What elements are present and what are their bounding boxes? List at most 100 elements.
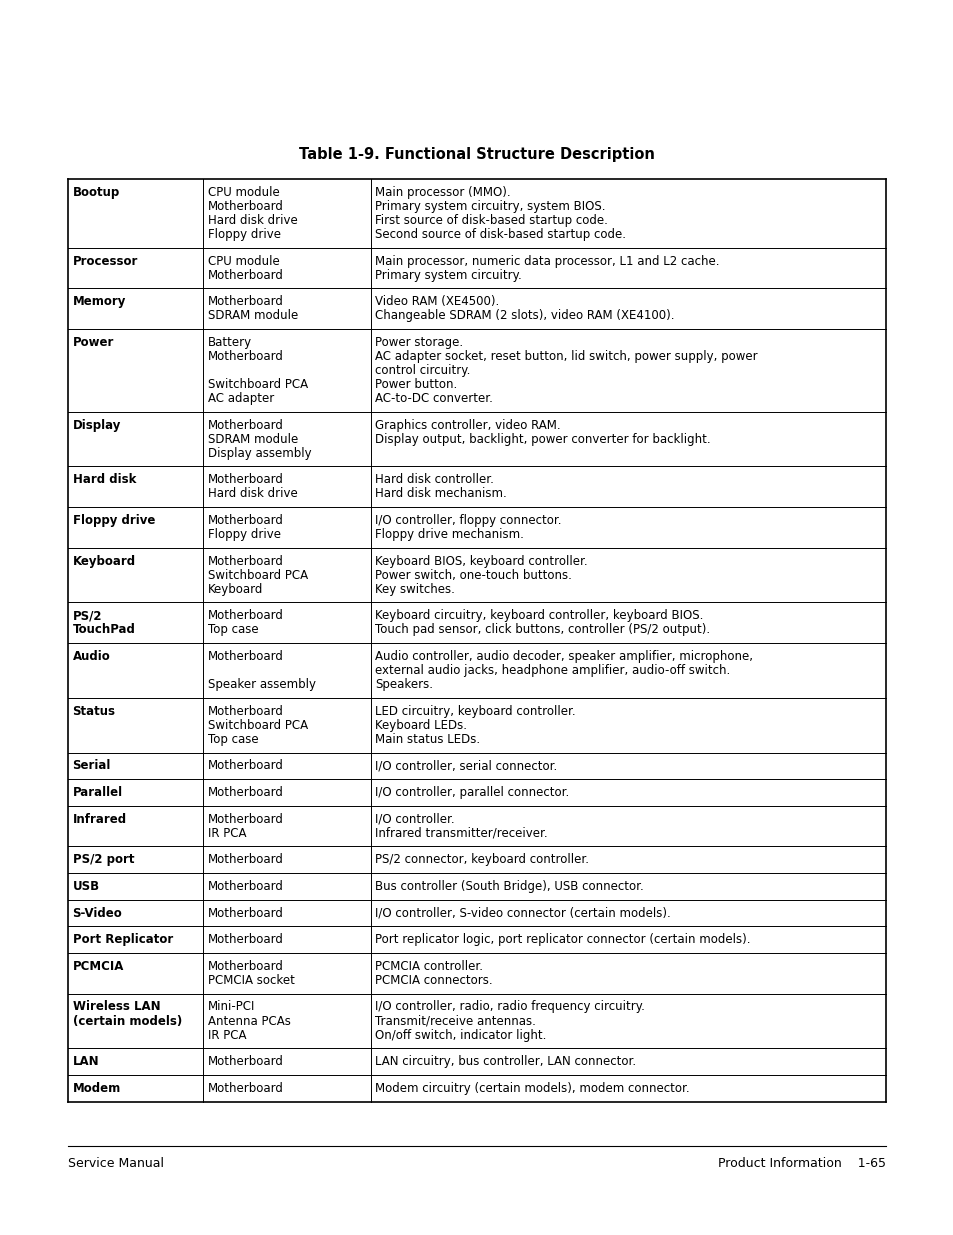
Text: Motherboard: Motherboard <box>208 350 283 363</box>
Text: Keyboard BIOS, keyboard controller.: Keyboard BIOS, keyboard controller. <box>375 555 587 568</box>
Text: Motherboard: Motherboard <box>208 705 283 718</box>
Text: Infrared: Infrared <box>72 813 127 826</box>
Text: Switchboard PCA: Switchboard PCA <box>208 378 308 391</box>
Text: Video RAM (XE4500).: Video RAM (XE4500). <box>375 295 499 309</box>
Text: (certain models): (certain models) <box>72 1014 182 1028</box>
Text: Hard disk: Hard disk <box>72 473 135 487</box>
Text: Motherboard: Motherboard <box>208 650 283 663</box>
Text: PCMCIA controller.: PCMCIA controller. <box>375 960 483 973</box>
Text: Table 1-9. Functional Structure Description: Table 1-9. Functional Structure Descript… <box>298 147 655 162</box>
Text: I/O controller.: I/O controller. <box>375 813 455 826</box>
Text: Power: Power <box>72 336 113 350</box>
Text: Power storage.: Power storage. <box>375 336 463 350</box>
Text: Service Manual: Service Manual <box>68 1157 164 1170</box>
Text: AC adapter: AC adapter <box>208 391 274 405</box>
Text: control circuitry.: control circuitry. <box>375 364 470 377</box>
Text: Audio: Audio <box>72 650 111 663</box>
Text: Display output, backlight, power converter for backlight.: Display output, backlight, power convert… <box>375 432 710 446</box>
Text: Product Information    1-65: Product Information 1-65 <box>718 1157 885 1170</box>
Text: Hard disk mechanism.: Hard disk mechanism. <box>375 488 507 500</box>
Text: Floppy drive: Floppy drive <box>72 514 154 527</box>
Text: Touch pad sensor, click buttons, controller (PS/2 output).: Touch pad sensor, click buttons, control… <box>375 624 710 636</box>
Text: Motherboard: Motherboard <box>208 609 283 622</box>
Text: Power switch, one-touch buttons.: Power switch, one-touch buttons. <box>375 568 572 582</box>
Text: PCMCIA socket: PCMCIA socket <box>208 974 294 987</box>
Text: Hard disk controller.: Hard disk controller. <box>375 473 494 487</box>
Text: Changeable SDRAM (2 slots), video RAM (XE4100).: Changeable SDRAM (2 slots), video RAM (X… <box>375 309 674 322</box>
Text: I/O controller, S-video connector (certain models).: I/O controller, S-video connector (certa… <box>375 906 670 920</box>
Text: Motherboard: Motherboard <box>208 813 283 826</box>
Text: Motherboard: Motherboard <box>208 1082 283 1094</box>
Text: PS/2 connector, keyboard controller.: PS/2 connector, keyboard controller. <box>375 853 589 866</box>
Text: IR PCA: IR PCA <box>208 1029 246 1041</box>
Text: Motherboard: Motherboard <box>208 555 283 568</box>
Text: Transmit/receive antennas.: Transmit/receive antennas. <box>375 1014 536 1028</box>
Text: Key switches.: Key switches. <box>375 583 455 595</box>
Text: Motherboard: Motherboard <box>208 269 283 282</box>
Text: Bus controller (South Bridge), USB connector.: Bus controller (South Bridge), USB conne… <box>375 879 643 893</box>
Text: Serial: Serial <box>72 760 111 772</box>
Text: LAN circuitry, bus controller, LAN connector.: LAN circuitry, bus controller, LAN conne… <box>375 1055 636 1068</box>
Text: Antenna PCAs: Antenna PCAs <box>208 1014 290 1028</box>
Text: SDRAM module: SDRAM module <box>208 309 297 322</box>
Text: First source of disk-based startup code.: First source of disk-based startup code. <box>375 214 608 227</box>
Text: Floppy drive: Floppy drive <box>208 529 280 541</box>
Text: Modem circuitry (certain models), modem connector.: Modem circuitry (certain models), modem … <box>375 1082 689 1094</box>
Text: Motherboard: Motherboard <box>208 295 283 309</box>
Text: Port Replicator: Port Replicator <box>72 934 172 946</box>
Text: Motherboard: Motherboard <box>208 879 283 893</box>
Text: Motherboard: Motherboard <box>208 419 283 432</box>
Text: Hard disk drive: Hard disk drive <box>208 214 297 227</box>
Text: I/O controller, parallel connector.: I/O controller, parallel connector. <box>375 785 569 799</box>
Text: Display assembly: Display assembly <box>208 447 311 459</box>
Text: Motherboard: Motherboard <box>208 785 283 799</box>
Text: USB: USB <box>72 879 99 893</box>
Text: Keyboard LEDs.: Keyboard LEDs. <box>375 719 467 731</box>
Text: CPU module: CPU module <box>208 254 279 268</box>
Text: Motherboard: Motherboard <box>208 1055 283 1068</box>
Text: I/O controller, radio, radio frequency circuitry.: I/O controller, radio, radio frequency c… <box>375 1000 644 1014</box>
Text: S-Video: S-Video <box>72 906 122 920</box>
Text: Parallel: Parallel <box>72 785 123 799</box>
Text: Main status LEDs.: Main status LEDs. <box>375 732 480 746</box>
Text: I/O controller, serial connector.: I/O controller, serial connector. <box>375 760 557 772</box>
Text: Status: Status <box>72 705 115 718</box>
Text: Primary system circuitry, system BIOS.: Primary system circuitry, system BIOS. <box>375 200 605 212</box>
Text: Bootup: Bootup <box>72 186 120 199</box>
Text: LAN: LAN <box>72 1055 99 1068</box>
Text: Keyboard circuitry, keyboard controller, keyboard BIOS.: Keyboard circuitry, keyboard controller,… <box>375 609 703 622</box>
Text: Graphics controller, video RAM.: Graphics controller, video RAM. <box>375 419 560 432</box>
Text: Keyboard: Keyboard <box>208 583 263 595</box>
Text: Motherboard: Motherboard <box>208 960 283 973</box>
Text: Modem: Modem <box>72 1082 121 1094</box>
Text: PS/2: PS/2 <box>72 609 102 622</box>
Text: On/off switch, indicator light.: On/off switch, indicator light. <box>375 1029 546 1041</box>
Text: Power button.: Power button. <box>375 378 457 391</box>
Text: Speaker assembly: Speaker assembly <box>208 678 315 692</box>
Text: Switchboard PCA: Switchboard PCA <box>208 719 308 731</box>
Text: Motherboard: Motherboard <box>208 906 283 920</box>
Text: Keyboard: Keyboard <box>72 555 135 568</box>
Text: external audio jacks, headphone amplifier, audio-off switch.: external audio jacks, headphone amplifie… <box>375 664 730 677</box>
Text: Motherboard: Motherboard <box>208 514 283 527</box>
Text: Main processor (MMO).: Main processor (MMO). <box>375 186 511 199</box>
Text: Processor: Processor <box>72 254 138 268</box>
Text: AC adapter socket, reset button, lid switch, power supply, power: AC adapter socket, reset button, lid swi… <box>375 350 758 363</box>
Text: Memory: Memory <box>72 295 126 309</box>
Text: Motherboard: Motherboard <box>208 853 283 866</box>
Text: Speakers.: Speakers. <box>375 678 433 692</box>
Text: Motherboard: Motherboard <box>208 934 283 946</box>
Text: Primary system circuitry.: Primary system circuitry. <box>375 269 521 282</box>
Text: IR PCA: IR PCA <box>208 826 246 840</box>
Text: Second source of disk-based startup code.: Second source of disk-based startup code… <box>375 228 626 241</box>
Text: Infrared transmitter/receiver.: Infrared transmitter/receiver. <box>375 826 547 840</box>
Text: TouchPad: TouchPad <box>72 624 135 636</box>
Text: CPU module: CPU module <box>208 186 279 199</box>
Text: Display: Display <box>72 419 121 432</box>
Text: Audio controller, audio decoder, speaker amplifier, microphone,: Audio controller, audio decoder, speaker… <box>375 650 753 663</box>
Text: Hard disk drive: Hard disk drive <box>208 488 297 500</box>
Text: PS/2 port: PS/2 port <box>72 853 133 866</box>
Text: Port replicator logic, port replicator connector (certain models).: Port replicator logic, port replicator c… <box>375 934 750 946</box>
Text: Floppy drive mechanism.: Floppy drive mechanism. <box>375 529 524 541</box>
Text: I/O controller, floppy connector.: I/O controller, floppy connector. <box>375 514 561 527</box>
